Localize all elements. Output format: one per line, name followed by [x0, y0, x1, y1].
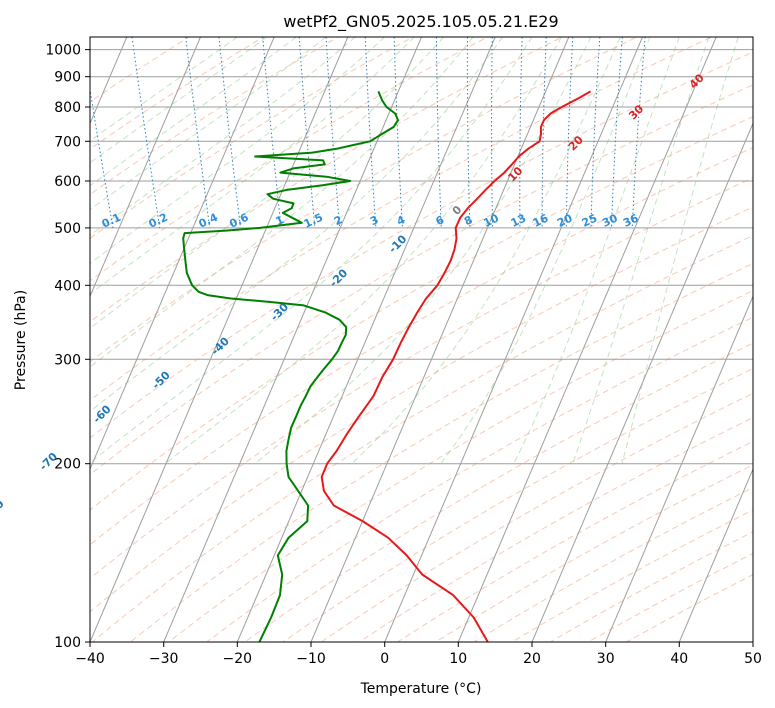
y-tick-label: 1000: [45, 43, 81, 59]
dry-adiabat: [90, 37, 639, 363]
dry-adiabat: [90, 116, 753, 511]
chart-title: wetPf2_GN05.2025.105.05.21.E29: [283, 12, 558, 32]
x-axis-title: Temperature (°C): [360, 681, 482, 697]
dry-adiabat: [282, 367, 753, 642]
isotherm-label: -80: [0, 497, 7, 520]
mixing-ratio-line: [298, 37, 316, 228]
dry-adiabat: [90, 84, 753, 476]
dry-adiabat: [90, 37, 489, 282]
dry-adiabat: [90, 51, 753, 439]
isotherm-line: [90, 37, 275, 471]
moist-adiabat: [351, 37, 621, 465]
x-tick-label: 20: [523, 651, 541, 667]
moist-adiabat: [90, 37, 444, 329]
mixing-ratio-label: 25: [580, 212, 599, 230]
isotherm-line: [90, 37, 349, 642]
dry-adiabat: [90, 37, 340, 196]
y-tick-label: 500: [54, 221, 81, 237]
isotherm-line: [384, 37, 643, 642]
moist-adiabat: [90, 37, 268, 164]
dry-adiabat: [91, 234, 753, 642]
x-axis-ticks: −40 −30 −20 −10 0 10 20 30 40 50: [75, 642, 762, 667]
x-tick-label: −20: [223, 651, 253, 667]
dry-adiabat: [244, 342, 753, 642]
dry-adiabat: [90, 37, 713, 401]
mixing-ratio-line: [131, 37, 161, 228]
mixing-ratio-label: 13: [509, 212, 528, 230]
moist-adiabat: [90, 37, 474, 368]
temperature-line: [320, 90, 591, 642]
dry-adiabat: [167, 290, 753, 642]
dry-adiabat: [90, 37, 564, 323]
moist-adiabat: [90, 37, 327, 211]
background-reference-lines: [90, 37, 753, 642]
moist-adiabat: [90, 37, 356, 237]
mixing-ratio-label: 30: [600, 211, 620, 229]
y-axis-ticks: 1000 900 800 700 600 500 400 300 200 100: [45, 43, 90, 651]
isotherm-line: [90, 37, 201, 298]
isotherm-line: [531, 122, 753, 642]
x-tick-label: 40: [670, 651, 688, 667]
dewpoint-line: [182, 91, 399, 642]
mixing-ratio-line: [262, 37, 282, 228]
mixing-ratio-line: [185, 37, 211, 228]
y-tick-label: 100: [54, 635, 81, 651]
x-tick-label: −10: [296, 651, 326, 667]
y-tick-label: 900: [54, 70, 81, 86]
x-tick-label: 50: [744, 651, 762, 667]
moist-adiabat: [90, 37, 533, 464]
mixing-ratio-line: [90, 86, 114, 228]
x-tick-label: 10: [449, 651, 467, 667]
y-tick-label: 800: [54, 100, 81, 116]
dry-adiabat: [90, 206, 753, 613]
moist-adiabat: [90, 37, 415, 295]
mixing-ratio-label: 20: [555, 211, 575, 229]
y-tick-label: 600: [54, 174, 81, 190]
isotherm-line: [310, 37, 570, 642]
isotherm-line: [236, 37, 496, 642]
x-tick-label: −40: [75, 651, 105, 667]
moist-adiabat: [254, 37, 592, 465]
mixing-ratio-line: [631, 37, 646, 228]
sounding-profiles: [182, 90, 591, 642]
isotherm-line: [163, 37, 422, 642]
isotherm-line: [678, 467, 753, 642]
mixing-ratio-line: [218, 37, 241, 228]
dry-adiabat: [90, 37, 265, 150]
mixing-ratio-label: 10: [481, 211, 501, 229]
mixing-ratio-label: 16: [531, 211, 551, 229]
moist-adiabat: [513, 37, 680, 464]
moist-adiabat: [90, 37, 297, 187]
y-tick-label: 700: [54, 134, 81, 150]
moist-adiabat: [90, 37, 503, 412]
x-tick-label: 0: [380, 651, 389, 667]
y-tick-label: 300: [54, 352, 81, 368]
x-tick-label: −30: [149, 651, 179, 667]
moist-adiabat: [621, 37, 739, 464]
x-tick-label: 30: [597, 651, 615, 667]
moist-adiabat: [440, 37, 651, 464]
moist-adiabat: [572, 37, 710, 464]
moist-adiabat: [164, 37, 562, 465]
y-tick-label: 200: [54, 457, 81, 473]
isotherm-line: [457, 37, 717, 642]
mixing-ratio-label: 36: [621, 211, 641, 229]
isotherm-line: [605, 295, 753, 642]
y-axis-title: Pressure (hPa): [13, 290, 29, 390]
plot-frame: [89, 36, 754, 643]
y-tick-label: 400: [54, 278, 81, 294]
